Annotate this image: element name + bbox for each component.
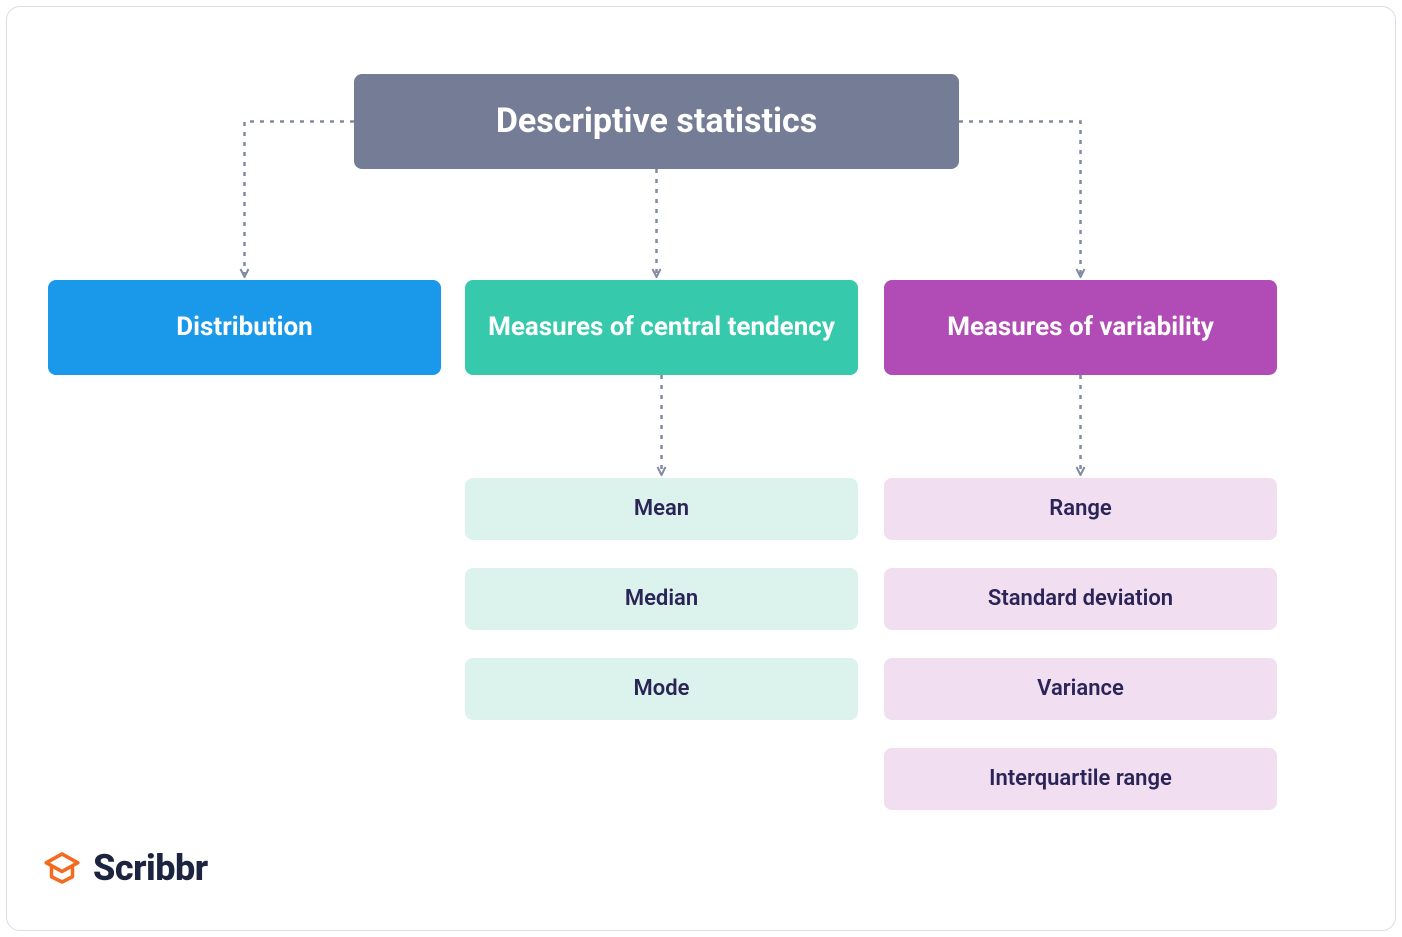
branch-node-distribution: Distribution <box>48 280 441 375</box>
leaf-node-central: Mode <box>465 658 858 720</box>
leaf-label: Mean <box>634 496 689 522</box>
root-node-descriptive-statistics: Descriptive statistics <box>354 74 959 169</box>
leaf-label: Interquartile range <box>989 766 1172 792</box>
leaf-node-variability: Range <box>884 478 1277 540</box>
leaf-label: Variance <box>1037 676 1124 702</box>
scribbr-wordmark: Scribbr <box>93 847 208 889</box>
branch-label: Measures of variability <box>947 311 1214 344</box>
scribbr-logo: Scribbr <box>41 847 208 889</box>
leaf-label: Mode <box>634 676 690 702</box>
leaf-label: Range <box>1049 496 1111 522</box>
leaf-node-variability: Interquartile range <box>884 748 1277 810</box>
branch-label: Distribution <box>176 311 312 344</box>
leaf-node-central: Median <box>465 568 858 630</box>
branch-node-central: Measures of central tendency <box>465 280 858 375</box>
leaf-node-variability: Standard deviation <box>884 568 1277 630</box>
leaf-node-central: Mean <box>465 478 858 540</box>
diagram-frame: Descriptive statistics Distribution Measu… <box>6 6 1396 931</box>
leaf-label: Standard deviation <box>988 586 1173 612</box>
leaf-label: Median <box>625 586 698 612</box>
branch-label: Measures of central tendency <box>488 311 835 344</box>
leaf-node-variability: Variance <box>884 658 1277 720</box>
branch-node-variability: Measures of variability <box>884 280 1277 375</box>
root-label: Descriptive statistics <box>496 100 817 143</box>
scribbr-icon <box>41 847 83 889</box>
